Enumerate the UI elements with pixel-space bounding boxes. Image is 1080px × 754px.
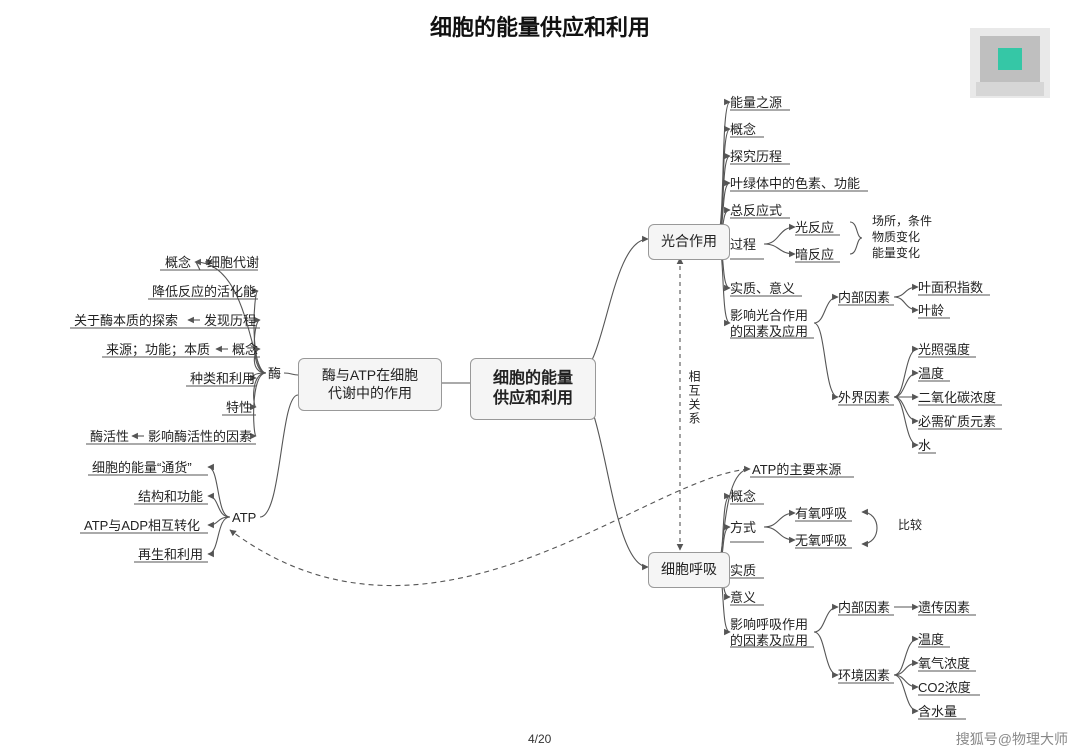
atp-leaf-0: 细胞的能量“通货” [92,460,192,476]
rs-leaf-0: ATP的主要来源 [752,462,841,478]
ps-leaf-7b: 的因素及应用 [730,324,808,339]
ps-5-c0: 光反应 [795,220,834,236]
mei-leaf-1: 降低反应的活化能 [152,284,256,300]
ps-7-c1-l2: 二氧化碳浓度 [918,390,996,406]
mei-leaf-6: 影响酶活性的因素 [148,429,252,445]
ps-7-c1: 外界因素 [838,390,890,406]
mindmap-page: 细胞的能量供应和利用 [0,0,1080,754]
sub-label-atp: ATP [232,510,256,526]
ps-leaf-6: 实质、意义 [730,281,795,297]
left-branch-node: 酶与ATP在细胞 代谢中的作用 [298,358,442,411]
ps-leaf-4: 总反应式 [730,203,782,219]
rs-2-c1: 无氧呼吸 [795,533,847,549]
mei-leaf-2: 发现历程 [204,313,256,329]
ps-7-c1-l3: 必需矿质元素 [918,414,996,430]
mei-leaf-4: 种类和利用 [190,371,255,387]
rs-5-c0: 内部因素 [838,600,890,616]
ps-leaf-2: 探究历程 [730,149,782,165]
rs-leaf-5: 影响呼吸作用 的因素及应用 [730,617,820,650]
mei-leaf-3: 概念 [232,342,258,358]
rs-2-side: 比较 [898,518,922,533]
rs-2-c0: 有氧呼吸 [795,506,847,522]
page-number: 4/20 [528,732,551,747]
mei-leaf-0: 概念 [165,255,191,271]
page-title: 细胞的能量供应和利用 [0,10,1080,42]
ps-leaf-0: 能量之源 [730,95,782,111]
rs-leaf-4: 意义 [730,590,756,606]
between-label: 相互关系 [686,370,701,426]
rs-leaf-5b: 的因素及应用 [730,633,808,648]
ps-5-s0: 场所，条件 [872,214,932,229]
atp-leaf-1: 结构和功能 [138,489,203,505]
center-line1: 细胞的能量 [493,370,573,387]
ps-7-c1-l1: 温度 [918,366,944,382]
mei-leaf-0-extra: 细胞代谢 [207,255,259,271]
ps-leaf-7: 影响光合作用 的因素及应用 [730,308,820,341]
center-line2: 供应和利用 [493,390,573,407]
sub-label-mei: 酶 [268,366,281,382]
branch-photosynthesis: 光合作用 [648,224,730,260]
rs-5-c1: 环境因素 [838,668,890,684]
ps-5-s2: 能量变化 [872,246,920,261]
rs-leaf-2: 方式 [730,520,756,536]
rs-leaf-3: 实质 [730,563,756,579]
pixelated-thumbnail [970,28,1050,98]
ps-7-c1-l0: 光照强度 [918,342,970,358]
ps-5-c1: 暗反应 [795,247,834,263]
ps-7-c0: 内部因素 [838,290,890,306]
atp-leaf-3: 再生和利用 [138,547,203,563]
ps-leaf-3: 叶绿体中的色素、功能 [730,176,860,192]
center-node: 细胞的能量 供应和利用 [470,358,596,420]
ps-5-s1: 物质变化 [872,230,920,245]
ps-7-c0-l1: 叶龄 [918,303,944,319]
mei-leaf-6-extra: 酶活性 [90,429,129,445]
left-branch-l1: 酶与ATP在细胞 [322,367,418,383]
rs-5-c1-l2: CO2浓度 [918,680,971,696]
atp-leaf-2: ATP与ADP相互转化 [84,518,200,534]
mei-leaf-3-extra: 来源；功能；本质 [106,342,210,358]
rs-leaf-1: 概念 [730,489,756,505]
rs-5-c0-l0: 遗传因素 [918,600,970,616]
rs-5-c1-l3: 含水量 [918,704,957,720]
ps-leaf-5: 过程 [730,237,756,253]
ps-leaf-1: 概念 [730,122,756,138]
rs-5-c1-l0: 温度 [918,632,944,648]
watermark: 搜狐号@物理大师 [956,731,1068,749]
rs-leaf-5a: 影响呼吸作用 [730,617,808,632]
rs-5-c1-l1: 氧气浓度 [918,656,970,672]
ps-7-c0-l0: 叶面积指数 [918,280,983,296]
ps-leaf-7a: 影响光合作用 [730,308,808,323]
left-branch-l2: 代谢中的作用 [328,385,412,401]
mei-leaf-5: 特性 [226,400,252,416]
ps-7-c1-l4: 水 [918,438,931,454]
mei-leaf-2-extra: 关于酶本质的探索 [74,313,178,329]
branch-respiration: 细胞呼吸 [648,552,730,588]
